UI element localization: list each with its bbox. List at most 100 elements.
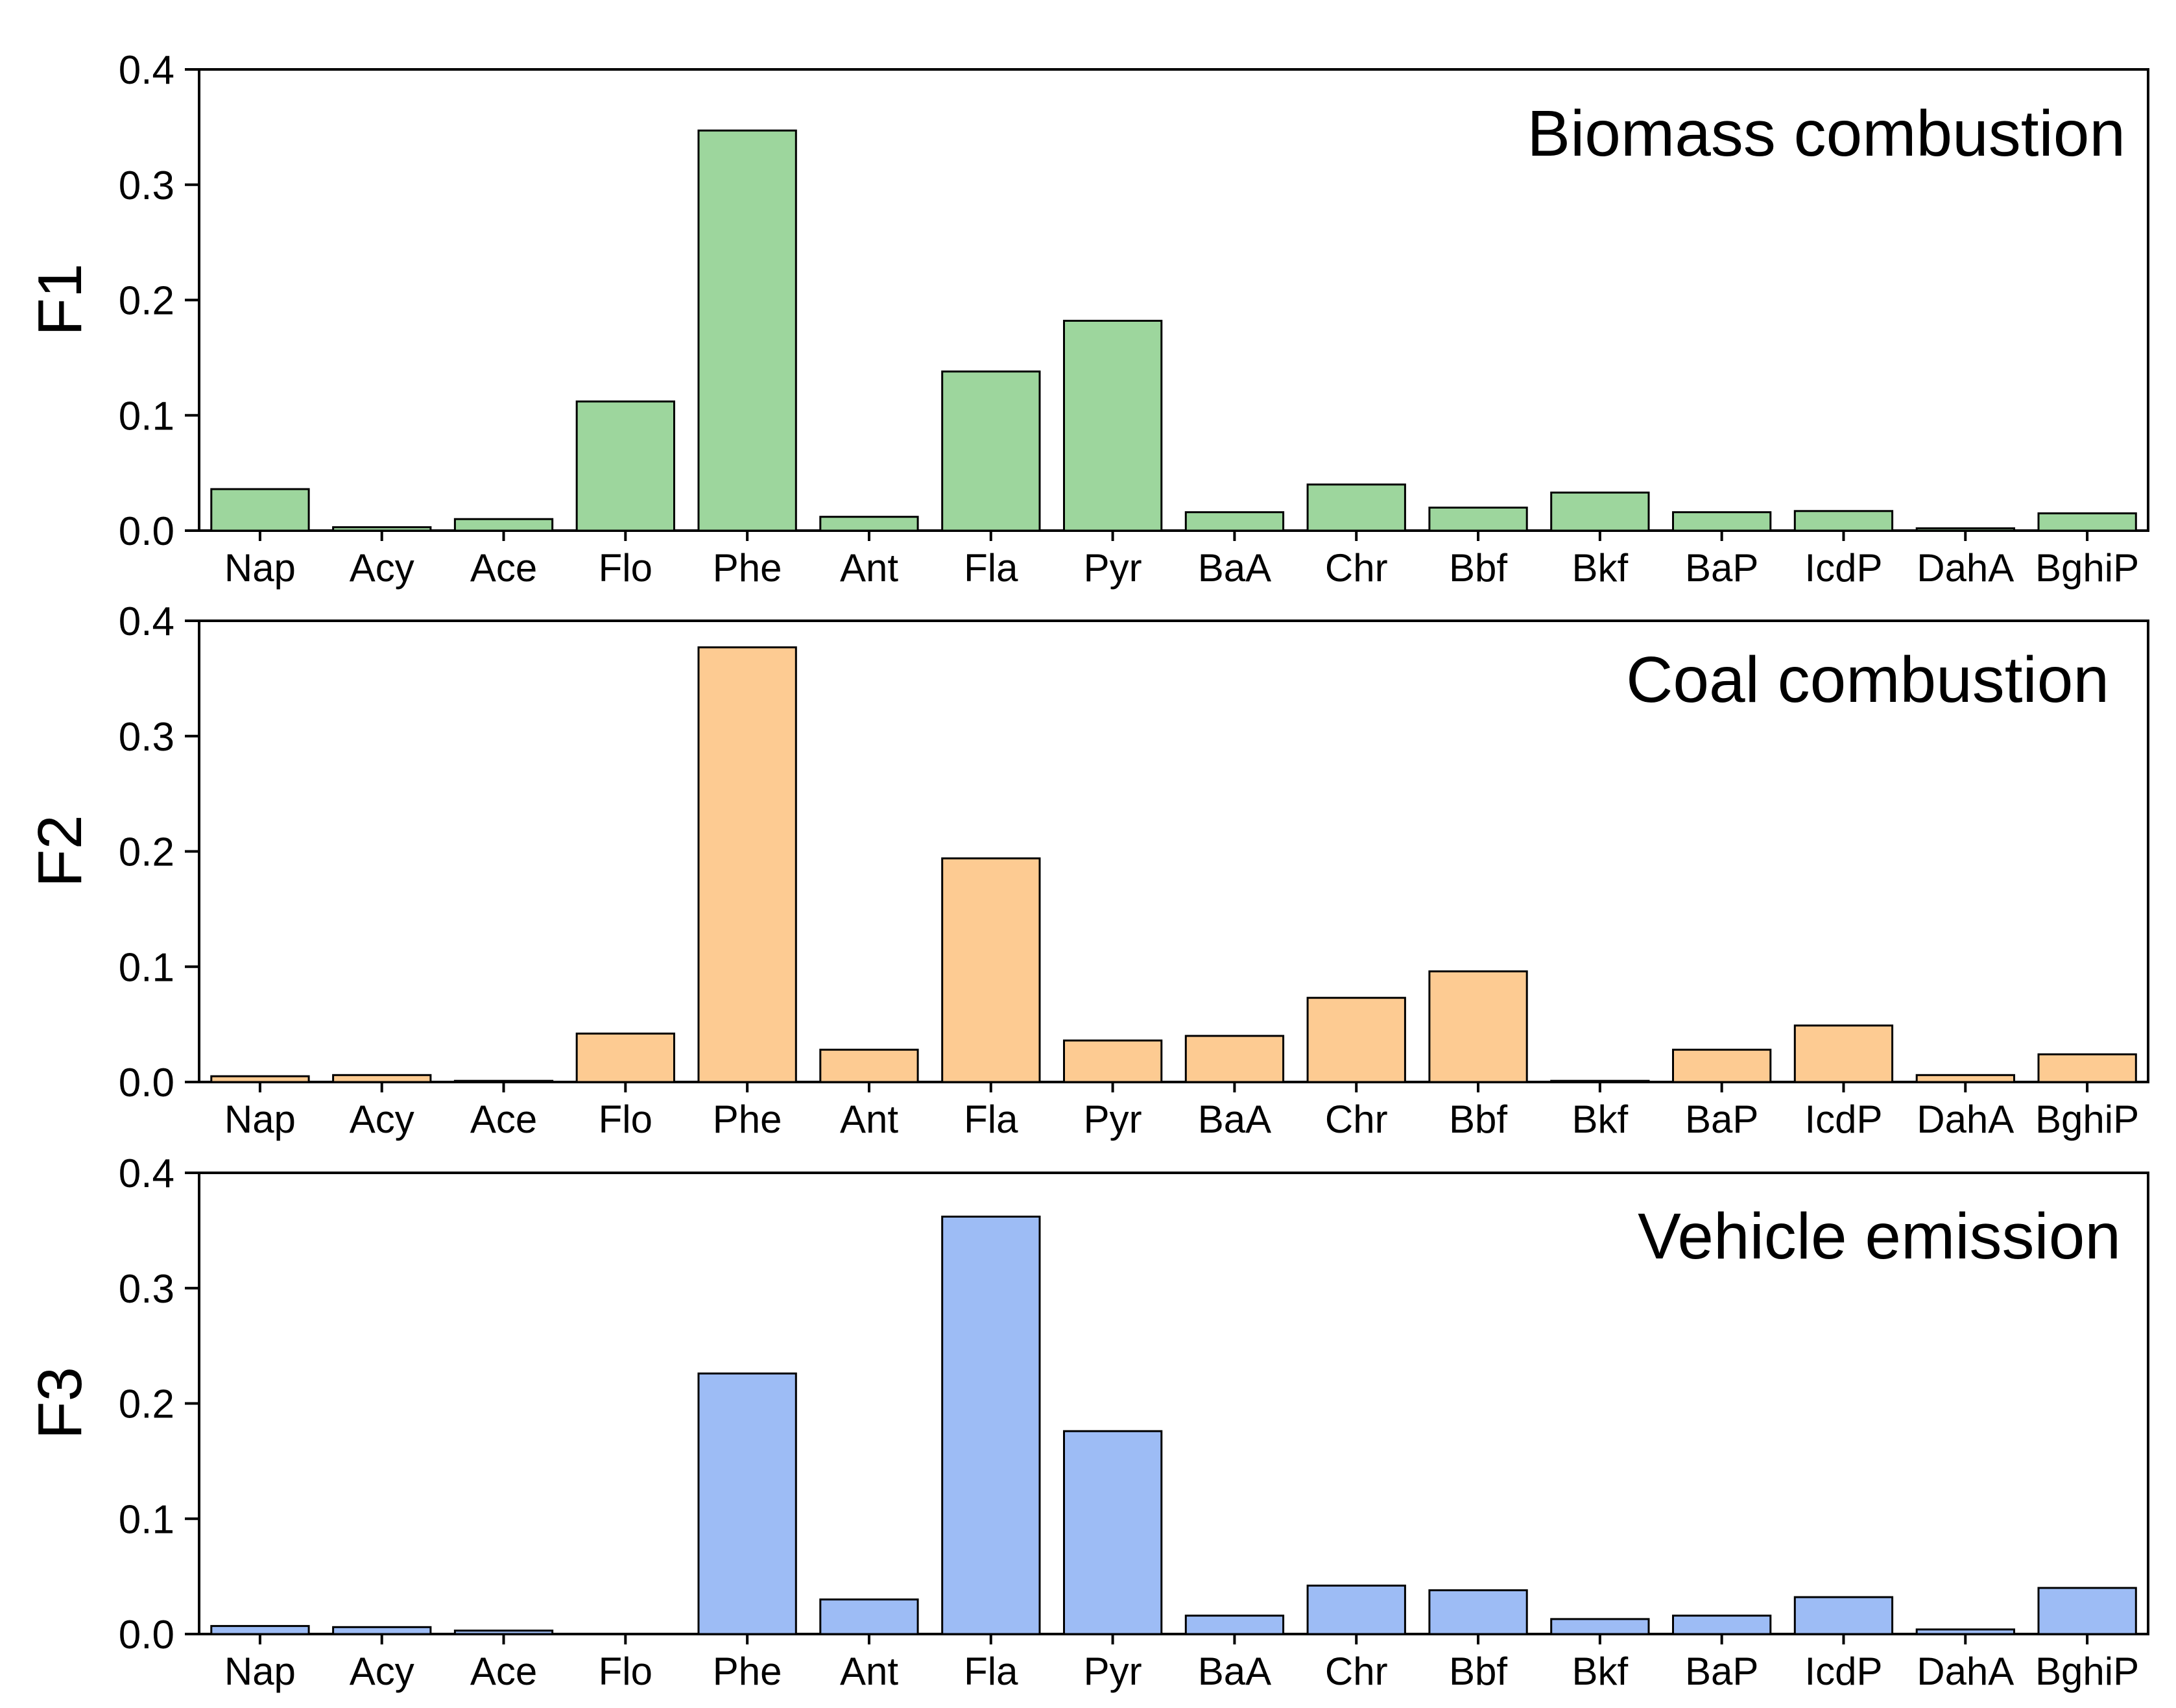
bar-bap: [1672, 1615, 1772, 1635]
x-tick-label-flo: Flo: [599, 546, 652, 590]
bar-acy: [332, 526, 432, 532]
x-tick-label-ace: Ace: [470, 1098, 537, 1141]
x-tick-label-fla: Fla: [964, 546, 1018, 590]
bar-chr: [1306, 996, 1406, 1083]
x-tick-label-baa: BaA: [1198, 1098, 1271, 1141]
bar-bbf: [1428, 970, 1528, 1083]
y-tick-label: 0.1: [119, 394, 174, 439]
bar-flo: [575, 400, 676, 532]
x-tick-label-icdp: IcdP: [1804, 546, 1882, 590]
y-axis: 0.0 0.1 0.2 0.3 0.4: [119, 599, 199, 1105]
panel-f2: F2 Coal combustion 0.0 0.1 0.2 0.3 0.4 Nap Ac…: [25, 599, 2149, 1141]
bar-fla: [941, 370, 1041, 532]
panel-title: Vehicle emission: [1638, 1200, 2121, 1273]
bar-bghip: [2037, 1587, 2137, 1635]
bar-group: [210, 646, 2137, 1083]
x-tick-label-ant: Ant: [840, 546, 898, 590]
bar-ant: [819, 1598, 919, 1635]
y-tick-label: 0.4: [119, 48, 174, 93]
bar-phe: [697, 129, 797, 532]
x-tick-label-pyr: Pyr: [1084, 1650, 1142, 1693]
bar-nap: [210, 1625, 310, 1635]
x-tick-label-chr: Chr: [1325, 546, 1388, 590]
x-tick-label-pyr: Pyr: [1084, 1098, 1142, 1141]
x-tick-label-nap: Nap: [224, 1650, 296, 1693]
x-tick-label-flo: Flo: [599, 1098, 652, 1141]
y-axis-label: F2: [25, 815, 95, 887]
x-tick-label-ace: Ace: [470, 546, 537, 590]
x-axis: Nap Acy Ace Flo Phe Ant Fla Pyr BaA Chr Bbf Bkf BaP I…: [224, 1082, 2139, 1141]
x-tick-label-phe: Phe: [713, 1098, 782, 1141]
y-tick-label: 0.0: [119, 1613, 174, 1657]
bar-fla: [941, 857, 1041, 1083]
y-tick-label: 0.2: [119, 830, 174, 875]
x-tick-label-bghip: BghiP: [2035, 546, 2139, 590]
x-tick-label-bap: BaP: [1685, 1098, 1758, 1141]
x-tick-label-phe: Phe: [713, 1650, 782, 1693]
x-tick-label-bap: BaP: [1685, 1650, 1758, 1693]
bar-icdp: [1793, 510, 1894, 532]
bar-bghip: [2037, 512, 2137, 532]
panel-f3: F3 Vehicle emission 0.0 0.1 0.2 0.3 0.4 Nap A…: [25, 1151, 2149, 1693]
x-tick-label-flo: Flo: [599, 1650, 652, 1693]
x-tick-label-baa: BaA: [1198, 546, 1271, 590]
bar-daha: [1915, 1628, 2015, 1635]
x-tick-label-acy: Acy: [350, 1098, 414, 1141]
x-axis: Nap Acy Ace Flo Phe Ant Fla Pyr BaA Chr Bbf Bkf BaP I…: [224, 1634, 2139, 1693]
panel-title: Coal combustion: [1626, 644, 2109, 716]
x-tick-label-chr: Chr: [1325, 1098, 1388, 1141]
x-tick-label-chr: Chr: [1325, 1650, 1388, 1693]
x-axis: Nap Acy Ace Flo Phe Ant Fla Pyr BaA Chr Bbf Bkf BaP I…: [224, 531, 2139, 590]
y-tick-label: 0.3: [119, 163, 174, 208]
x-tick-label-bap: BaP: [1685, 546, 1758, 590]
bar-bap: [1672, 1048, 1772, 1083]
bar-chr: [1306, 1584, 1406, 1635]
bar-ant: [819, 516, 919, 532]
bar-bbf: [1428, 1589, 1528, 1635]
bar-daha: [1915, 527, 2015, 532]
x-tick-label-fla: Fla: [964, 1098, 1018, 1141]
x-tick-label-bghip: BghiP: [2035, 1650, 2139, 1693]
y-tick-label: 0.2: [119, 279, 174, 324]
bar-acy: [332, 1626, 432, 1635]
y-tick-label: 0.1: [119, 1497, 174, 1542]
bar-ace: [453, 1079, 554, 1083]
y-axis-label: F1: [25, 263, 95, 336]
bar-pyr: [1063, 320, 1163, 532]
panel-title: Biomass combustion: [1527, 97, 2125, 170]
bar-bkf: [1550, 1618, 1650, 1635]
bar-fla: [941, 1216, 1041, 1635]
x-tick-label-ant: Ant: [840, 1650, 898, 1693]
bar-ant: [819, 1048, 919, 1083]
bar-flo: [575, 1032, 676, 1083]
y-tick-label: 0.0: [119, 509, 174, 554]
x-tick-label-acy: Acy: [350, 1650, 414, 1693]
bar-bap: [1672, 511, 1772, 532]
x-tick-label-phe: Phe: [713, 546, 782, 590]
x-tick-label-bkf: Bkf: [1572, 546, 1628, 590]
x-tick-label-pyr: Pyr: [1084, 546, 1142, 590]
y-axis-label: F3: [25, 1367, 95, 1439]
x-tick-label-icdp: IcdP: [1804, 1098, 1882, 1141]
bar-bbf: [1428, 507, 1528, 532]
bar-daha: [1915, 1074, 2015, 1083]
x-tick-label-acy: Acy: [350, 546, 414, 590]
x-tick-label-daha: DahA: [1917, 1650, 2014, 1693]
x-tick-label-bkf: Bkf: [1572, 1650, 1628, 1693]
x-tick-label-daha: DahA: [1917, 1098, 2014, 1141]
bar-baa: [1184, 511, 1285, 532]
y-axis: 0.0 0.1 0.2 0.3 0.4: [119, 48, 199, 554]
bar-nap: [210, 488, 310, 532]
bar-bghip: [2037, 1053, 2137, 1083]
bar-chr: [1306, 483, 1406, 532]
bar-ace: [453, 1630, 554, 1635]
y-tick-label: 0.2: [119, 1382, 174, 1427]
x-tick-label-daha: DahA: [1917, 546, 2014, 590]
x-tick-label-baa: BaA: [1198, 1650, 1271, 1693]
y-tick-label: 0.4: [119, 599, 174, 644]
bar-ace: [453, 518, 554, 532]
x-tick-label-nap: Nap: [224, 1098, 296, 1141]
bar-nap: [210, 1075, 310, 1083]
x-tick-label-nap: Nap: [224, 546, 296, 590]
x-tick-label-icdp: IcdP: [1804, 1650, 1882, 1693]
